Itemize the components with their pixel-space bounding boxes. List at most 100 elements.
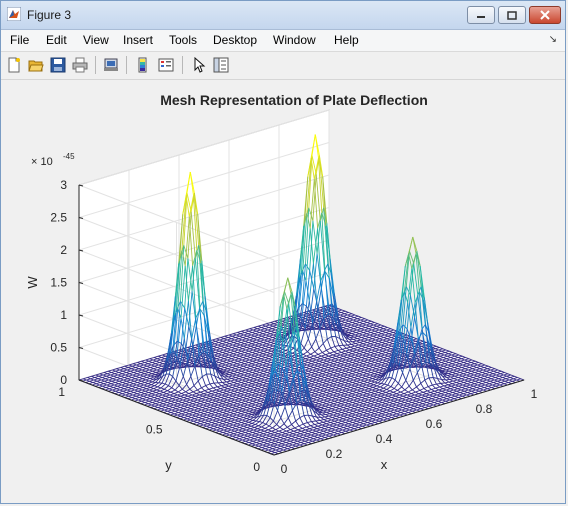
mesh-line [124, 365, 129, 368]
mesh-line [161, 405, 166, 408]
pointer-button[interactable] [189, 55, 209, 75]
mesh-line [140, 383, 145, 386]
mesh-line [197, 380, 202, 388]
mesh-line [121, 384, 126, 387]
maximize-button[interactable] [498, 6, 526, 24]
minimize-button[interactable] [467, 6, 495, 24]
mesh-line [152, 389, 158, 392]
mesh-line [195, 318, 200, 357]
mesh-line [176, 301, 181, 342]
mesh-line [169, 345, 174, 365]
mesh-line [120, 365, 125, 368]
mesh-line [168, 331, 173, 357]
save-icon [50, 57, 66, 73]
mesh-line [174, 308, 179, 316]
mesh-line [180, 318, 185, 339]
mesh-line [165, 353, 171, 375]
mesh-line [173, 350, 178, 357]
mesh-line [119, 380, 123, 383]
mesh-line [183, 415, 189, 418]
mesh-line [170, 389, 176, 393]
mesh-line [193, 380, 199, 386]
property-inspector-button[interactable] [211, 55, 231, 75]
print-button[interactable] [70, 55, 90, 75]
mesh-line [194, 355, 200, 367]
mesh-line [182, 384, 187, 390]
mesh-line [181, 350, 187, 364]
mesh-line [179, 338, 185, 367]
close-button[interactable] [529, 6, 561, 24]
mesh-line [161, 397, 165, 400]
mesh-line [196, 250, 201, 309]
mesh-line [185, 195, 190, 217]
open-file-button[interactable] [26, 55, 46, 75]
mesh-line [187, 258, 193, 292]
mesh-line [157, 386, 162, 389]
colorbar-icon [138, 57, 147, 73]
mesh-line [157, 382, 163, 388]
mesh-line [151, 382, 156, 386]
legend-button[interactable] [156, 55, 176, 75]
mesh-line [193, 400, 197, 403]
mesh-line [315, 419, 320, 422]
mesh-line [135, 395, 140, 398]
menu-view[interactable]: View [83, 33, 109, 47]
mesh-line [170, 391, 175, 395]
pointer-icon [194, 57, 206, 73]
mesh-line [187, 300, 193, 339]
menu-insert[interactable]: Insert [123, 33, 154, 47]
print-preview-button[interactable] [101, 55, 121, 75]
mesh-line [113, 387, 117, 390]
mesh-line [89, 380, 94, 383]
mesh-line [158, 355, 162, 358]
mesh-line [138, 399, 142, 402]
mesh-line [114, 373, 119, 376]
colorbar-button[interactable] [133, 55, 153, 75]
mesh-line [112, 368, 117, 371]
mesh-line [168, 376, 174, 386]
menu-help[interactable]: Help [334, 33, 359, 47]
mesh-line [83, 378, 87, 381]
title-bar[interactable]: Figure 3 [1, 1, 565, 30]
mesh-line [187, 360, 192, 377]
mesh-line [188, 195, 194, 217]
mesh-line [163, 391, 167, 395]
mesh-line [153, 386, 158, 390]
save-button[interactable] [48, 55, 68, 75]
menu-window[interactable]: Window [273, 33, 316, 47]
mesh-line [192, 391, 197, 394]
menu-desktop[interactable]: Desktop [213, 33, 258, 47]
mesh-surface [78, 134, 525, 456]
mesh-line [187, 394, 193, 397]
mesh-line [192, 265, 197, 319]
mesh-line [144, 382, 149, 385]
mesh-line [153, 357, 158, 360]
mesh-line [174, 412, 179, 415]
mesh-line [191, 397, 195, 400]
mesh-line [175, 380, 180, 386]
mesh-line [152, 370, 157, 373]
mesh-chart[interactable]: Mesh Representation of Plate Deflection0… [4, 81, 564, 501]
dock-arrow-icon[interactable]: ↘ [548, 34, 557, 45]
mesh-line [189, 402, 193, 405]
mesh-line [149, 388, 154, 391]
menu-tools[interactable]: Tools [169, 33, 198, 47]
mesh-line [189, 410, 194, 413]
menu-edit[interactable]: Edit [46, 33, 67, 47]
mesh-line [191, 258, 196, 292]
mesh-line [177, 308, 182, 319]
new-figure-button[interactable] [4, 55, 24, 75]
mesh-line [142, 398, 146, 401]
figure-canvas[interactable]: Mesh Representation of Plate Deflection 0… [4, 81, 564, 501]
mesh-line [203, 350, 208, 354]
mesh-line [166, 391, 171, 395]
menu-file[interactable]: File [10, 33, 30, 47]
mesh-line [158, 375, 164, 384]
mesh-line [198, 350, 204, 357]
mesh-line [179, 245, 185, 261]
mesh-line [184, 258, 189, 309]
mesh-line [182, 388, 186, 393]
mesh-line [195, 394, 200, 397]
mesh-line [182, 360, 188, 377]
mesh-line [192, 326, 197, 346]
